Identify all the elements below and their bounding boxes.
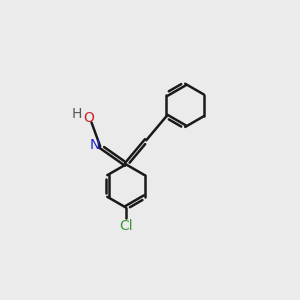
Text: H: H	[71, 107, 82, 121]
Text: N: N	[90, 138, 100, 152]
Text: O: O	[84, 111, 94, 125]
Text: Cl: Cl	[119, 220, 133, 233]
